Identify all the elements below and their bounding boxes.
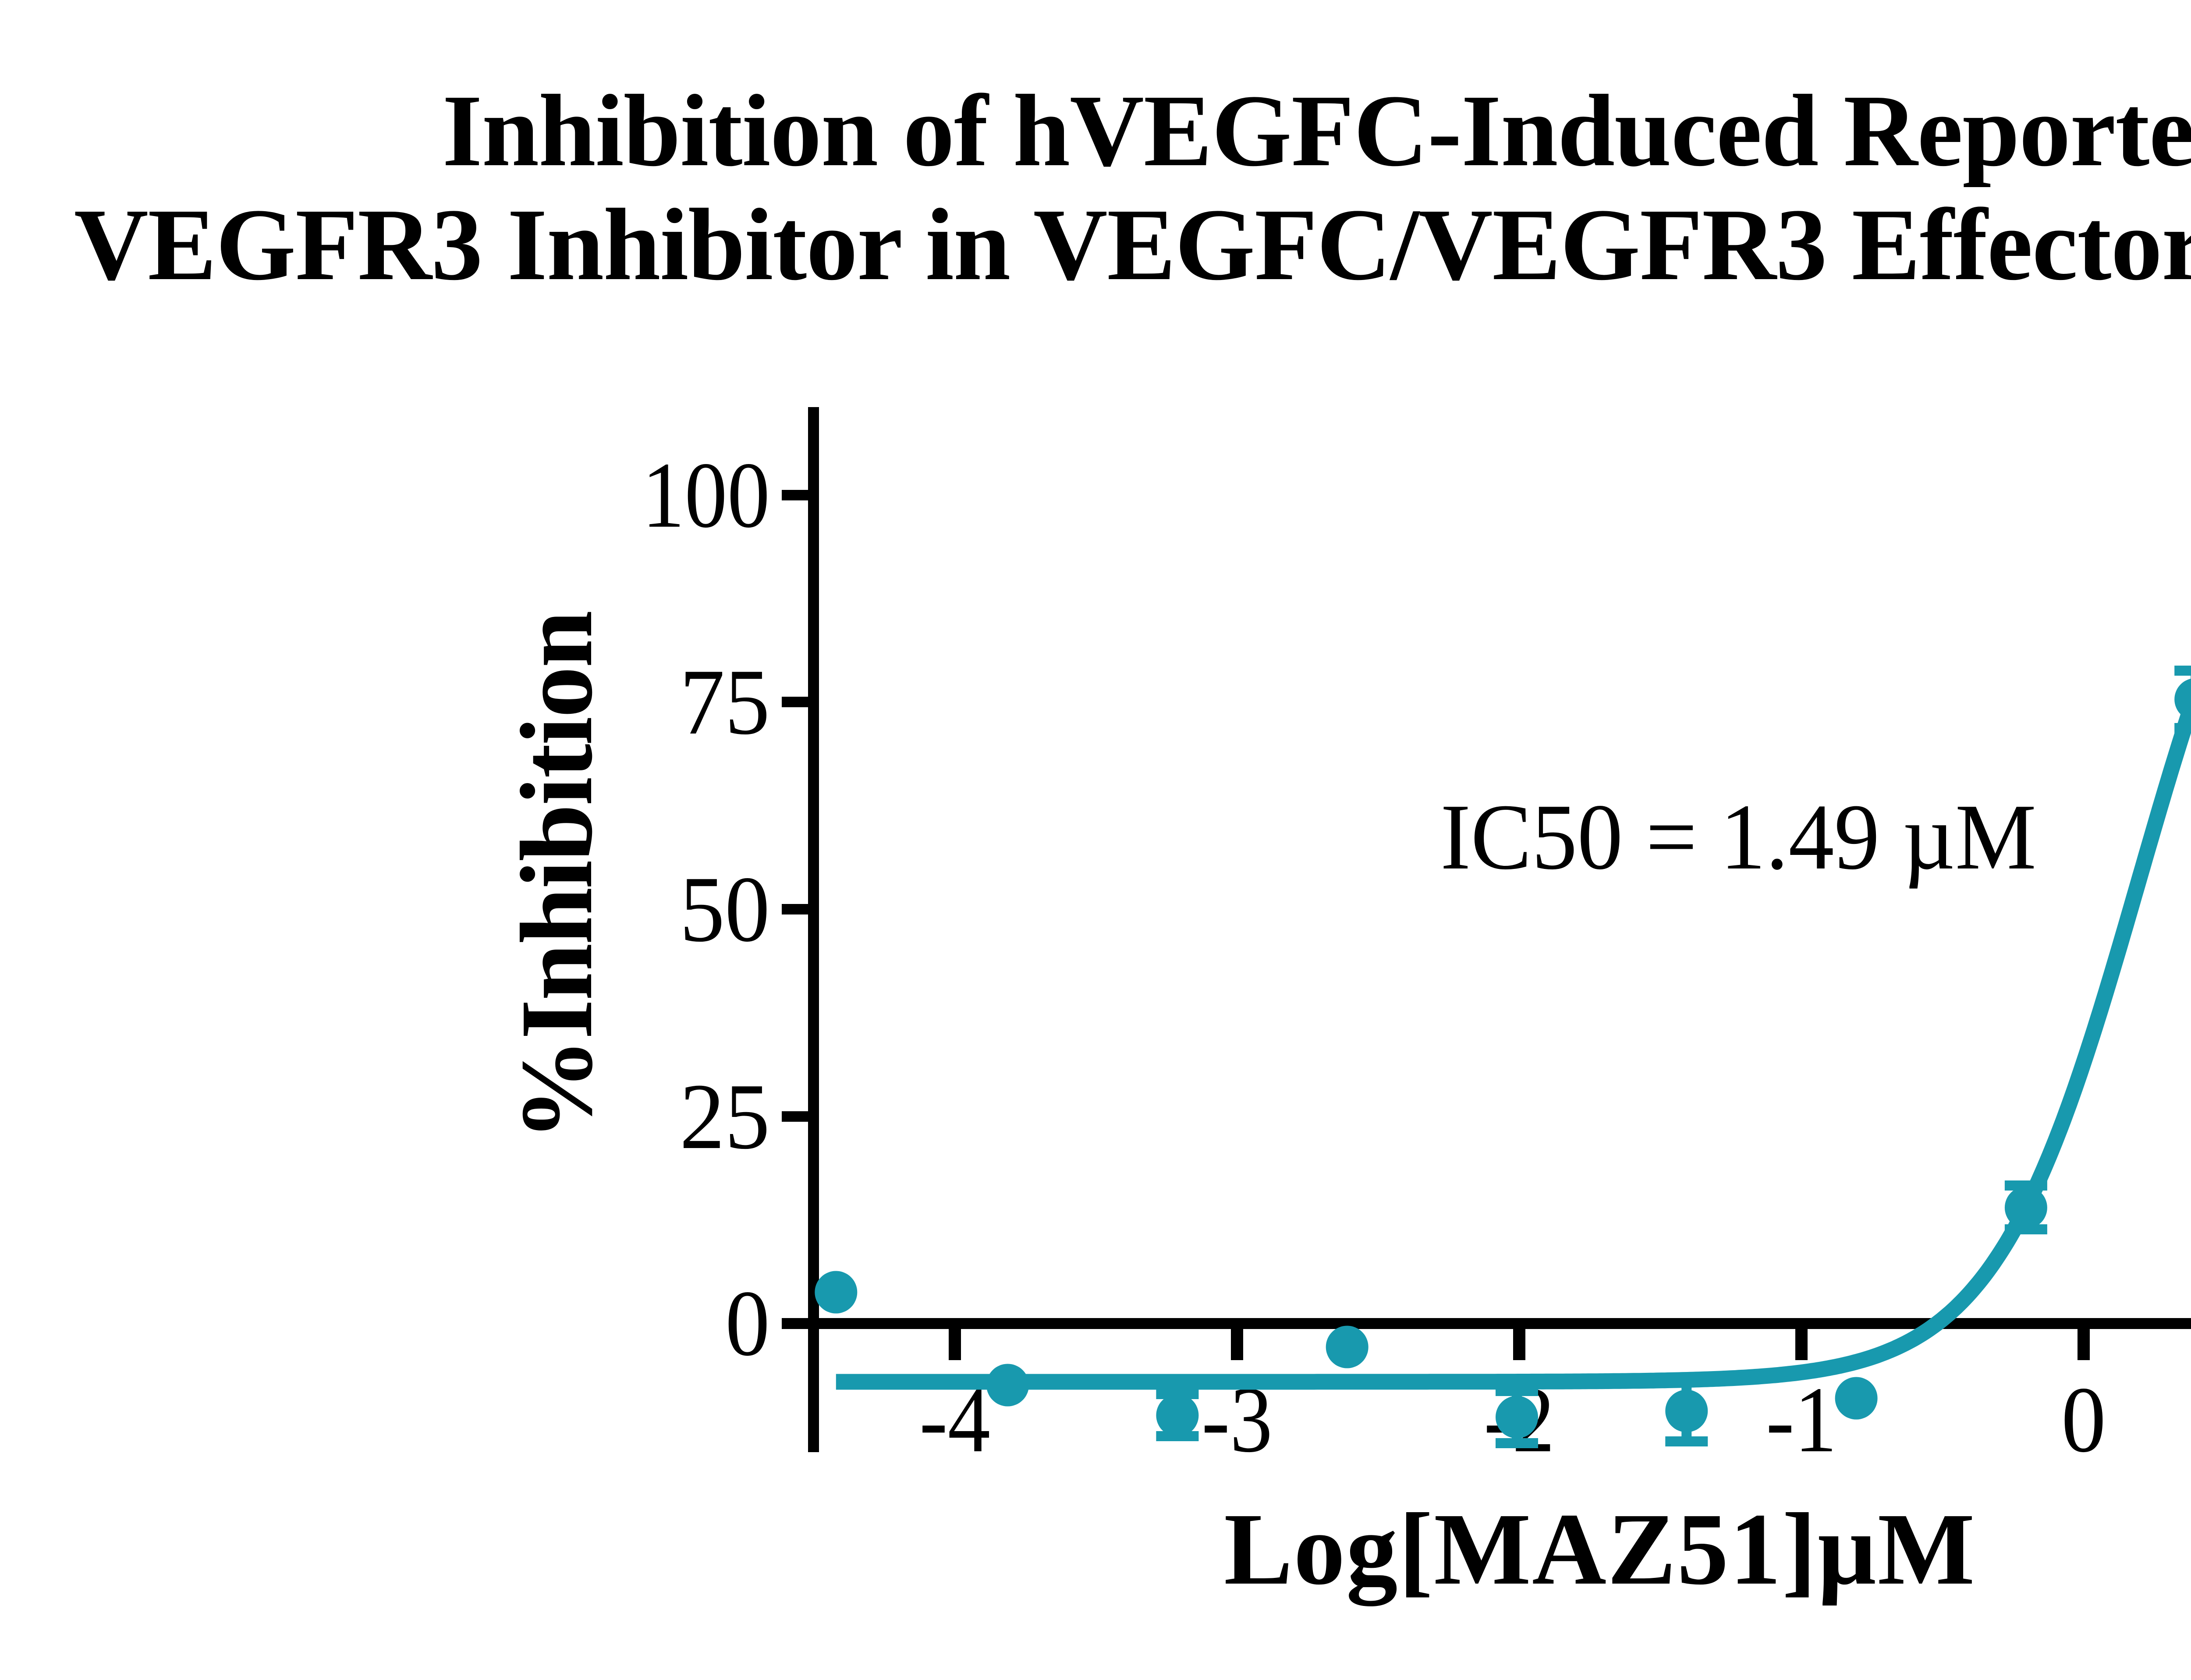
svg-text:VEGFR3 Inhibitor in VEGFC/VEGF: VEGFR3 Inhibitor in VEGFC/VEGFR3 Effecto… (74, 188, 2191, 301)
svg-text:-1: -1 (1766, 1367, 1837, 1472)
svg-text:%Inhibition: %Inhibition (500, 612, 613, 1141)
svg-text:25: 25 (680, 1064, 770, 1169)
svg-text:50: 50 (680, 857, 770, 961)
svg-text:Log[MAZ51]µM: Log[MAZ51]µM (1224, 1492, 1976, 1606)
svg-text:75: 75 (680, 649, 770, 754)
svg-text:100: 100 (642, 443, 770, 547)
svg-text:IC50 = 1.49 µM: IC50 = 1.49 µM (1440, 784, 2036, 889)
svg-text:Inhibition of hVEGFC-Induced R: Inhibition of hVEGFC-Induced Reporter Ac… (442, 74, 2191, 188)
svg-text:0: 0 (2061, 1367, 2106, 1472)
svg-text:0: 0 (725, 1271, 770, 1375)
